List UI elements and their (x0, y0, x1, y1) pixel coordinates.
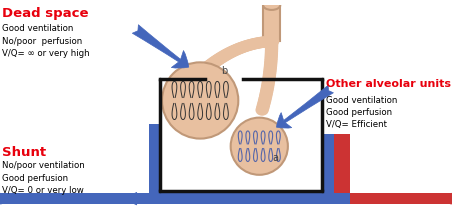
Text: a: a (273, 154, 279, 163)
Ellipse shape (261, 79, 274, 90)
Ellipse shape (201, 61, 217, 72)
Ellipse shape (262, 74, 275, 85)
Ellipse shape (264, 55, 278, 66)
Text: Other alveolar units: Other alveolar units (326, 79, 451, 90)
Ellipse shape (215, 51, 230, 62)
Text: V/Q= Efficient: V/Q= Efficient (326, 121, 387, 130)
Ellipse shape (239, 40, 255, 51)
Ellipse shape (265, 45, 278, 57)
Ellipse shape (255, 104, 269, 116)
Ellipse shape (205, 58, 220, 70)
Ellipse shape (162, 62, 238, 139)
Ellipse shape (264, 48, 278, 59)
Ellipse shape (258, 93, 272, 104)
Ellipse shape (213, 52, 229, 63)
Ellipse shape (264, 57, 277, 69)
Ellipse shape (224, 46, 240, 57)
Ellipse shape (196, 65, 211, 76)
Ellipse shape (245, 38, 260, 50)
Ellipse shape (265, 38, 278, 50)
Text: Dead space: Dead space (2, 7, 89, 20)
Ellipse shape (264, 53, 278, 64)
Ellipse shape (259, 88, 273, 99)
Ellipse shape (255, 37, 270, 48)
Ellipse shape (257, 100, 270, 111)
Ellipse shape (253, 37, 268, 48)
Ellipse shape (232, 43, 247, 54)
Ellipse shape (260, 83, 274, 95)
Ellipse shape (212, 53, 227, 64)
Ellipse shape (219, 49, 234, 60)
Ellipse shape (198, 64, 213, 75)
Text: No/poor ventilation: No/poor ventilation (2, 161, 85, 170)
Ellipse shape (221, 48, 236, 59)
Ellipse shape (222, 47, 238, 58)
Text: V/Q= 0 or very low: V/Q= 0 or very low (2, 186, 83, 195)
Polygon shape (322, 134, 334, 193)
Ellipse shape (445, 193, 458, 204)
Ellipse shape (262, 76, 275, 88)
Ellipse shape (226, 45, 241, 57)
Polygon shape (334, 134, 350, 193)
Ellipse shape (265, 43, 278, 54)
Ellipse shape (256, 36, 272, 48)
Ellipse shape (264, 50, 278, 62)
Ellipse shape (237, 41, 253, 52)
Polygon shape (149, 124, 160, 193)
Ellipse shape (260, 86, 273, 97)
Ellipse shape (263, 0, 280, 10)
Ellipse shape (243, 39, 258, 50)
Ellipse shape (258, 36, 273, 48)
Text: No/poor  perfusion: No/poor perfusion (2, 37, 82, 46)
Ellipse shape (263, 72, 276, 83)
Ellipse shape (261, 81, 274, 92)
Ellipse shape (258, 95, 271, 106)
Ellipse shape (260, 36, 275, 47)
Ellipse shape (256, 102, 269, 114)
Ellipse shape (207, 57, 222, 68)
Ellipse shape (228, 44, 243, 56)
Ellipse shape (200, 62, 215, 73)
Ellipse shape (246, 38, 262, 50)
Ellipse shape (192, 68, 208, 79)
Ellipse shape (217, 50, 232, 61)
Ellipse shape (234, 42, 249, 53)
Text: Good ventilation: Good ventilation (326, 96, 397, 105)
Ellipse shape (264, 60, 277, 71)
Polygon shape (0, 193, 160, 204)
Ellipse shape (265, 40, 278, 52)
Polygon shape (160, 193, 360, 204)
Text: Good perfusion: Good perfusion (2, 174, 68, 183)
Ellipse shape (262, 36, 277, 47)
Ellipse shape (203, 59, 218, 71)
Ellipse shape (194, 66, 210, 78)
Ellipse shape (264, 36, 279, 47)
Ellipse shape (250, 37, 266, 49)
Ellipse shape (236, 41, 251, 53)
Ellipse shape (210, 54, 225, 66)
Ellipse shape (230, 44, 245, 55)
Ellipse shape (265, 36, 278, 47)
Ellipse shape (263, 67, 276, 78)
Ellipse shape (241, 40, 256, 51)
Text: Good ventilation: Good ventilation (2, 24, 73, 33)
Text: Good perfusion: Good perfusion (326, 108, 392, 117)
Ellipse shape (248, 38, 264, 49)
Ellipse shape (257, 97, 271, 109)
Text: V/Q= ∞ or very high: V/Q= ∞ or very high (2, 49, 90, 58)
Ellipse shape (208, 55, 223, 67)
Ellipse shape (259, 90, 273, 102)
Ellipse shape (0, 193, 7, 204)
Polygon shape (350, 193, 452, 204)
Ellipse shape (231, 118, 288, 175)
Polygon shape (263, 5, 280, 41)
Ellipse shape (264, 62, 277, 73)
Text: Shunt: Shunt (2, 146, 46, 159)
Text: b: b (221, 66, 228, 76)
Ellipse shape (263, 69, 276, 81)
Ellipse shape (264, 64, 277, 76)
